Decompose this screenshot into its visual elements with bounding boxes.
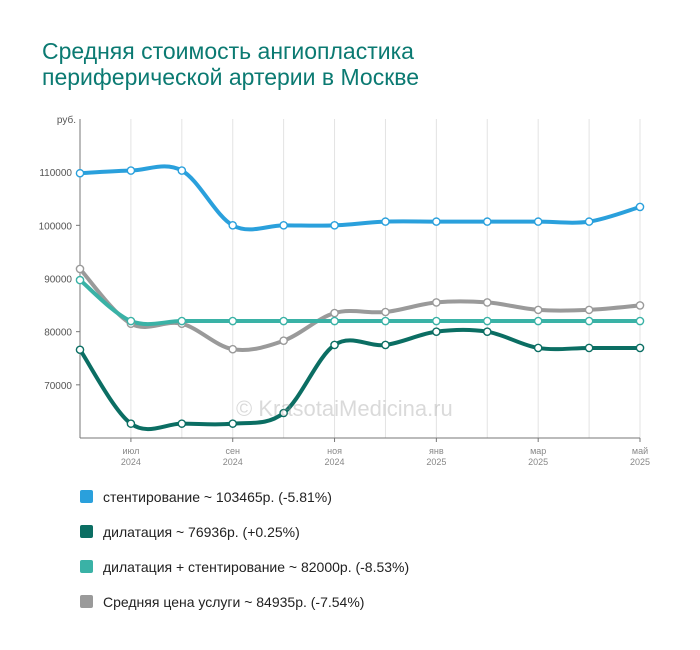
data-point xyxy=(75,168,85,178)
series-line xyxy=(78,278,642,327)
data-point xyxy=(330,221,339,230)
chart-grid xyxy=(79,119,641,438)
x-tick-label-year: 2025 xyxy=(426,457,446,467)
chart-title-line-1: Средняя стоимость ангиопластика xyxy=(42,38,414,64)
y-tick-label: 110000 xyxy=(39,168,72,179)
data-point xyxy=(126,316,136,326)
series-line xyxy=(78,266,642,352)
data-point xyxy=(584,316,594,326)
legend-swatch xyxy=(80,560,93,573)
data-point xyxy=(177,316,187,326)
legend-item-dilatation-stenting[interactable]: дилатация + стентирование ~ 82000р. (-8.… xyxy=(80,555,409,578)
data-point xyxy=(177,419,187,428)
x-tick-label-year: 2024 xyxy=(325,457,345,467)
data-point xyxy=(228,221,238,230)
y-axis-unit: руб. xyxy=(57,114,76,126)
data-point xyxy=(381,340,390,350)
data-point xyxy=(75,345,85,355)
x-tick-label-year: 2025 xyxy=(528,457,548,467)
x-tick-label-year: 2024 xyxy=(223,457,243,467)
chart-legend: стентирование ~ 103465р. (-5.81%) дилата… xyxy=(80,485,409,625)
chart-points xyxy=(75,166,645,428)
x-tick-label-month: май xyxy=(632,446,648,456)
x-tick-label-year: 2024 xyxy=(121,457,141,467)
x-tick-label-year: 2025 xyxy=(630,457,650,467)
data-point xyxy=(279,316,288,326)
data-point xyxy=(533,217,543,226)
x-tick-label-month: янв xyxy=(429,446,444,456)
legend-item-stenting[interactable]: стентирование ~ 103465р. (-5.81%) xyxy=(80,485,409,508)
data-point xyxy=(635,343,645,353)
x-tick-label-month: мар xyxy=(530,446,546,456)
data-point xyxy=(126,419,136,428)
data-point xyxy=(330,316,339,326)
data-point xyxy=(482,316,492,326)
data-point xyxy=(635,316,645,326)
data-point xyxy=(330,308,339,318)
legend-item-average-price[interactable]: Средняя цена услуги ~ 84935р. (-7.54%) xyxy=(80,590,409,613)
data-point xyxy=(126,166,136,175)
x-tick-label-month: сен xyxy=(225,446,240,456)
data-point xyxy=(584,217,594,226)
y-tick-label: 80000 xyxy=(44,328,72,339)
legend-label: дилатация ~ 76936р. (+0.25%) xyxy=(103,523,300,540)
data-point xyxy=(228,316,238,326)
y-tick-label: 90000 xyxy=(44,275,72,286)
data-point xyxy=(381,307,390,317)
legend-label: дилатация + стентирование ~ 82000р. (-8.… xyxy=(103,558,410,575)
data-point xyxy=(533,316,543,326)
legend-swatch xyxy=(80,525,93,538)
data-point xyxy=(279,408,288,418)
data-point xyxy=(584,343,594,353)
data-point xyxy=(635,202,645,212)
data-point xyxy=(330,340,339,350)
data-point xyxy=(432,298,441,307)
data-point xyxy=(482,298,492,307)
watermark: © KrasotaiMedicina.ru xyxy=(236,396,453,421)
series-line xyxy=(78,164,642,232)
y-tick-label: 70000 xyxy=(44,381,72,392)
legend-swatch xyxy=(80,595,93,608)
data-point xyxy=(432,316,441,326)
legend-label: Средняя цена услуги ~ 84935р. (-7.54%) xyxy=(103,593,365,610)
data-point xyxy=(482,327,492,336)
chart-title: Средняя стоимость ангиопластика перифери… xyxy=(42,38,419,90)
data-point xyxy=(533,305,543,315)
data-point xyxy=(279,221,288,230)
data-point xyxy=(482,217,492,226)
x-tick-label-month: ноя xyxy=(327,446,342,456)
data-point xyxy=(381,316,390,326)
data-point xyxy=(75,275,85,285)
line-chart: руб.700008000090000100000110000июл2024се… xyxy=(39,114,650,467)
legend-swatch xyxy=(80,490,93,503)
data-point xyxy=(381,217,390,226)
data-point xyxy=(228,344,238,354)
data-point xyxy=(177,166,187,175)
data-point xyxy=(432,327,441,336)
data-point xyxy=(584,305,594,315)
data-point xyxy=(533,343,543,353)
data-point xyxy=(432,217,441,226)
chart-title-line-2: периферической артерии в Москве xyxy=(42,64,420,90)
chart-series xyxy=(78,164,642,432)
data-point xyxy=(228,419,238,428)
y-tick-label: 100000 xyxy=(39,221,73,232)
x-tick-label-month: июл xyxy=(122,446,139,456)
data-point xyxy=(279,336,288,346)
legend-item-dilatation[interactable]: дилатация ~ 76936р. (+0.25%) xyxy=(80,520,409,543)
data-point xyxy=(635,301,645,310)
legend-label: стентирование ~ 103465р. (-5.81%) xyxy=(103,488,332,505)
data-point xyxy=(75,264,85,274)
